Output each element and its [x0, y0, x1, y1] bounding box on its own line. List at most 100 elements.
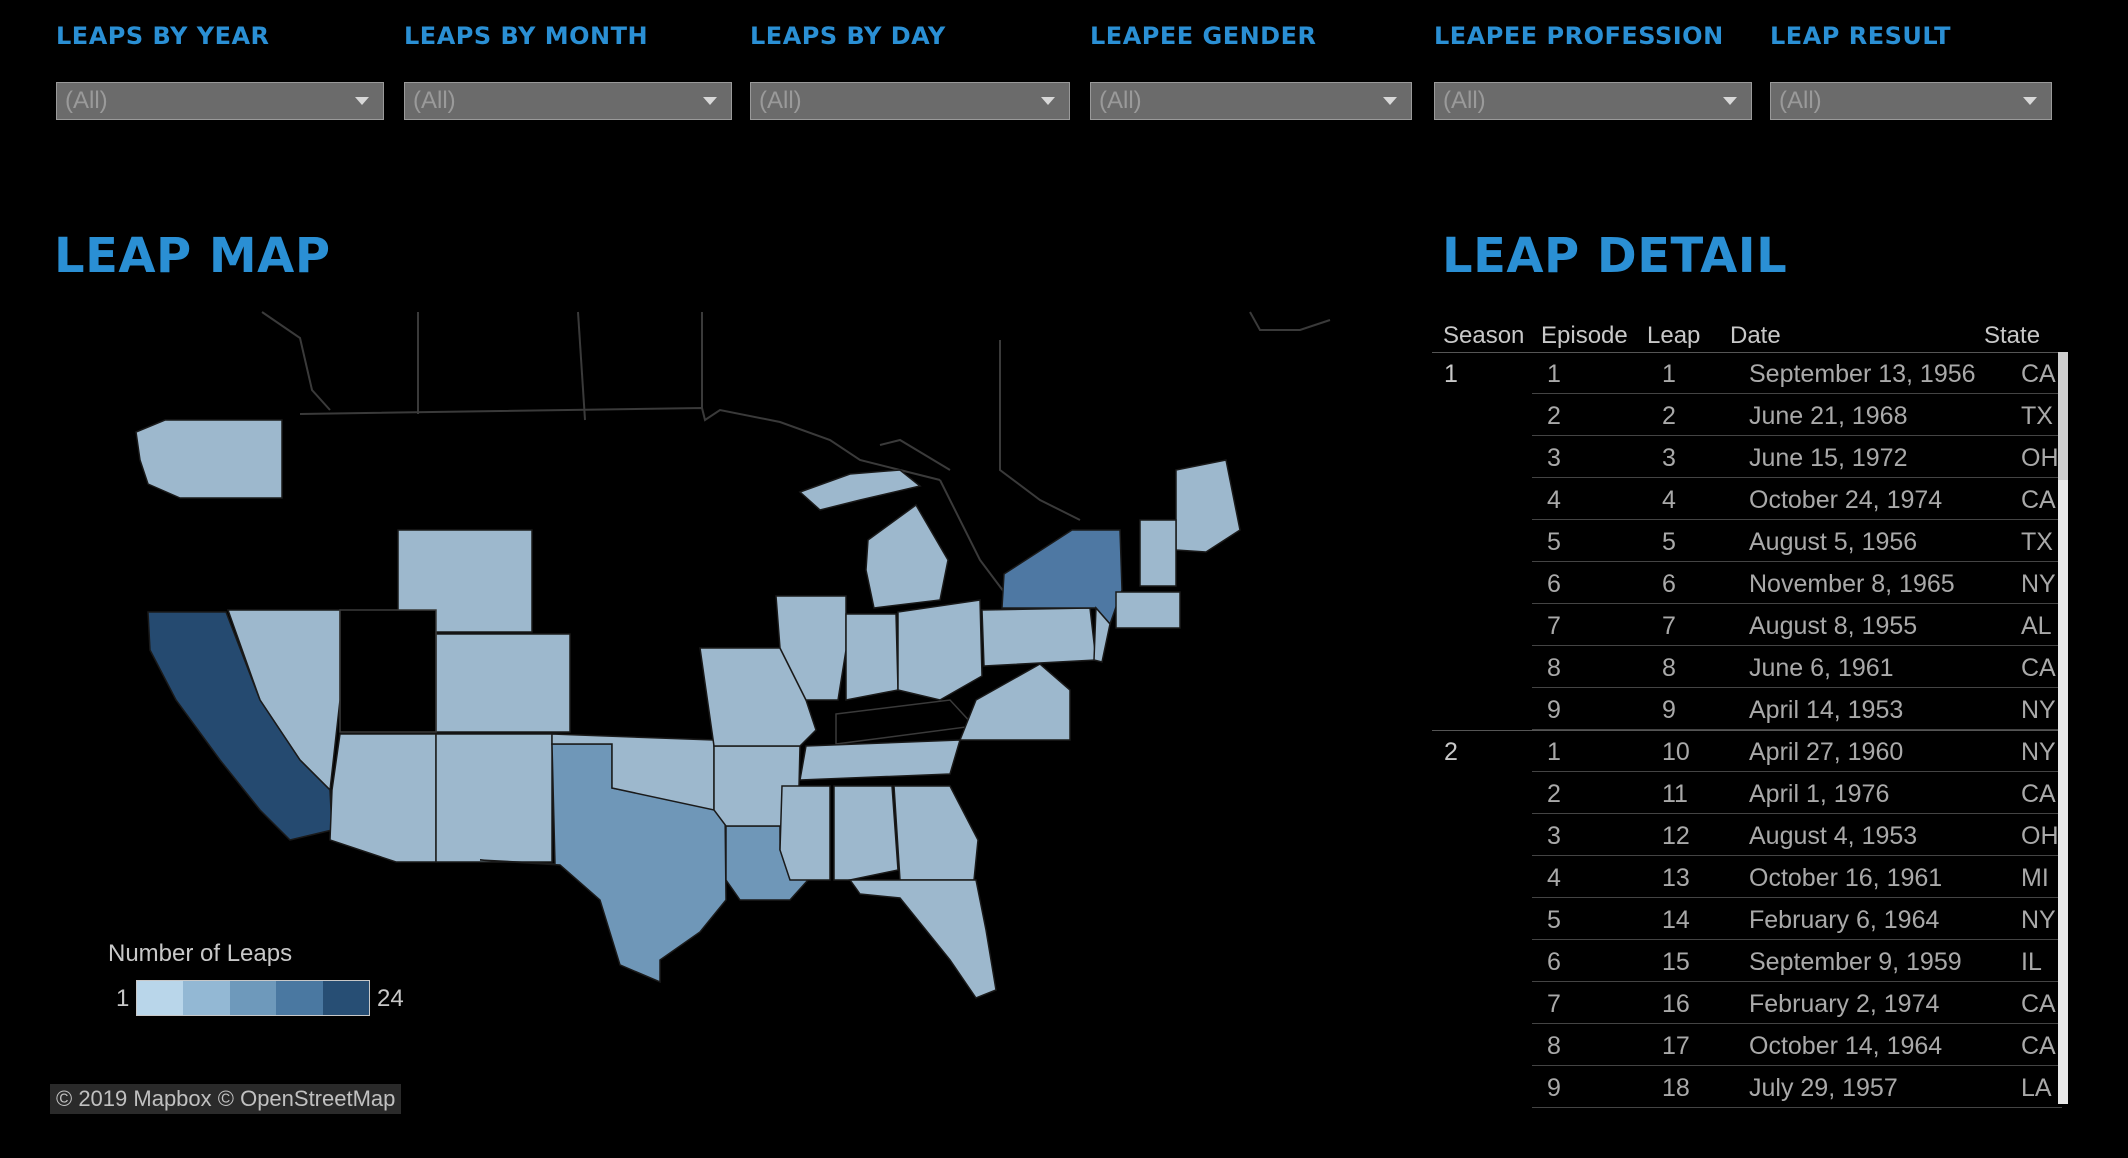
state-nj[interactable]	[1093, 606, 1111, 663]
state-oh[interactable]	[897, 599, 983, 701]
filter-dropdown[interactable]: (All)	[404, 82, 732, 120]
state-ut[interactable]	[339, 609, 437, 733]
state-ga[interactable]	[893, 785, 979, 881]
state-vt[interactable]	[1139, 519, 1177, 587]
chevron-down-icon[interactable]	[1383, 97, 1397, 105]
legend-min: 1	[116, 985, 130, 1012]
state-va[interactable]	[958, 663, 1071, 741]
filter-dropdown[interactable]: (All)	[1434, 82, 1752, 120]
episode-cell: 2	[1547, 780, 1561, 808]
state-pa[interactable]	[981, 607, 1097, 667]
chevron-down-icon[interactable]	[703, 97, 717, 105]
date-cell: October 24, 1974	[1749, 486, 1943, 514]
leap-map[interactable]	[0, 0, 1420, 1158]
state-cell: NY	[2021, 738, 2056, 766]
state-in[interactable]	[845, 613, 899, 701]
filter-label: LEAPS BY DAY	[750, 22, 946, 50]
leap-cell: 11	[1662, 780, 1688, 808]
state-ky[interactable]	[835, 699, 976, 745]
season-divider	[1432, 352, 2062, 353]
episode-cell: 4	[1547, 864, 1561, 892]
date-cell: February 2, 1974	[1749, 990, 1940, 1018]
filter-label: LEAPEE PROFESSION	[1434, 22, 1724, 50]
table-row[interactable]: 1 1 September 13, 1956 CA	[1432, 352, 2062, 394]
row-divider	[1532, 519, 2062, 520]
column-header-season[interactable]: Season	[1443, 322, 1525, 349]
table-row[interactable]: 2 2 June 21, 1968 TX	[1432, 394, 2062, 436]
filter-dropdown[interactable]: (All)	[1770, 82, 2052, 120]
table-row[interactable]: 5 14 February 6, 1964 NY	[1432, 898, 2062, 940]
table-row[interactable]: 6 6 November 8, 1965 NY	[1432, 562, 2062, 604]
scrollbar-thumb[interactable]	[2058, 352, 2068, 480]
filter-dropdown[interactable]: (All)	[1090, 82, 1412, 120]
table-row[interactable]: 4 13 October 16, 1961 MI	[1432, 856, 2062, 898]
state-cell: MI	[2021, 864, 2049, 892]
leap-cell: 12	[1662, 822, 1690, 850]
filter-value: (All)	[1099, 87, 1142, 114]
row-divider	[1532, 729, 2062, 730]
state-fl[interactable]	[848, 879, 997, 999]
filter-dropdown[interactable]: (All)	[56, 82, 384, 120]
episode-cell: 5	[1547, 528, 1561, 556]
state-me[interactable]	[1175, 459, 1241, 553]
date-cell: September 9, 1959	[1749, 948, 1962, 976]
detail-title: LEAP DETAIL	[1442, 228, 1788, 284]
state-ne[interactable]	[1115, 591, 1181, 629]
state-tn[interactable]	[799, 739, 962, 781]
state-il[interactable]	[775, 595, 847, 701]
map-attribution[interactable]: © 2019 Mapbox © OpenStreetMap	[50, 1084, 402, 1114]
column-header-date[interactable]: Date	[1730, 322, 1781, 349]
table-row[interactable]: 6 15 September 9, 1959 IL	[1432, 940, 2062, 982]
date-cell: August 8, 1955	[1749, 612, 1918, 640]
chevron-down-icon[interactable]	[2023, 97, 2037, 105]
state-cell: CA	[2021, 486, 2056, 514]
chevron-down-icon[interactable]	[1041, 97, 1055, 105]
state-co[interactable]	[435, 633, 571, 733]
row-divider	[1532, 1065, 2062, 1066]
table-row[interactable]: 1 10 April 27, 1960 NY	[1432, 730, 2062, 772]
table-row[interactable]: 4 4 October 24, 1974 CA	[1432, 478, 2062, 520]
table-row[interactable]: 9 18 July 29, 1957 LA	[1432, 1066, 2062, 1108]
table-row[interactable]: 7 7 August 8, 1955 AL	[1432, 604, 2062, 646]
filter-1: LEAPS BY MONTH (All)	[404, 22, 732, 120]
state-cell: IL	[2021, 948, 2042, 976]
table-row[interactable]: 7 16 February 2, 1974 CA	[1432, 982, 2062, 1024]
leap-detail-table[interactable]: 1 1 1 September 13, 1956 CA 2 2 June 21, 1968 TX…	[1432, 352, 2062, 1108]
filter-value: (All)	[759, 87, 802, 114]
state-az[interactable]	[329, 733, 437, 863]
state-ms[interactable]	[779, 785, 831, 881]
episode-cell: 8	[1547, 1032, 1561, 1060]
table-row[interactable]: 2 11 April 1, 1976 CA	[1432, 772, 2062, 814]
row-divider	[1532, 981, 2062, 982]
table-row[interactable]: 3 3 June 15, 1972 OH	[1432, 436, 2062, 478]
row-divider	[1532, 603, 2062, 604]
table-row[interactable]: 8 17 October 14, 1964 CA	[1432, 1024, 2062, 1066]
state-regions	[135, 419, 1241, 999]
state-al[interactable]	[833, 785, 899, 881]
filter-value: (All)	[65, 87, 108, 114]
date-cell: September 13, 1956	[1749, 360, 1976, 388]
chevron-down-icon[interactable]	[355, 97, 369, 105]
table-row[interactable]: 8 8 June 6, 1961 CA	[1432, 646, 2062, 688]
date-cell: April 1, 1976	[1749, 780, 1890, 808]
season-label: 1	[1444, 360, 1458, 388]
state-wa[interactable]	[135, 419, 283, 499]
column-header-episode[interactable]: Episode	[1541, 322, 1628, 349]
column-header-state[interactable]: State	[1984, 322, 2041, 349]
legend-step-2	[229, 981, 277, 1015]
date-cell: August 4, 1953	[1749, 822, 1918, 850]
table-row[interactable]: 9 9 April 14, 1953 NY	[1432, 688, 2062, 730]
chevron-down-icon[interactable]	[1723, 97, 1737, 105]
state-nm[interactable]	[435, 733, 553, 863]
column-header-leap[interactable]: Leap	[1647, 322, 1701, 349]
table-scrollbar[interactable]	[2058, 352, 2068, 1104]
state-ca[interactable]	[147, 611, 333, 841]
filter-dropdown[interactable]: (All)	[750, 82, 1070, 120]
date-cell: April 14, 1953	[1749, 696, 1904, 724]
row-divider	[1532, 939, 2062, 940]
state-wy[interactable]	[397, 529, 533, 633]
map-title: LEAP MAP	[54, 228, 331, 284]
state-mi[interactable]	[798, 469, 949, 609]
table-row[interactable]: 5 5 August 5, 1956 TX	[1432, 520, 2062, 562]
table-row[interactable]: 3 12 August 4, 1953 OH	[1432, 814, 2062, 856]
